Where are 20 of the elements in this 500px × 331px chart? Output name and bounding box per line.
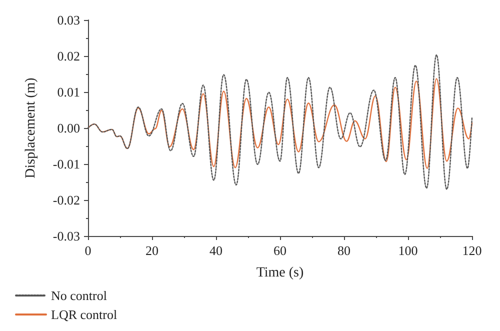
y-tick-label: 0.03 [57, 12, 80, 28]
legend-label: LQR control [51, 307, 118, 322]
x-tick-label: 60 [274, 243, 286, 258]
x-tick-label: 0 [84, 243, 92, 258]
x-tick-label: 40 [210, 243, 222, 258]
line-series [87, 78, 473, 169]
y-tick-label: -0.02 [52, 192, 80, 208]
x-tick-label: 20 [146, 243, 158, 258]
y-tick-label: 0.00 [57, 120, 80, 136]
y-tick-label: 0.02 [57, 48, 80, 64]
x-tick-label: 100 [398, 243, 418, 258]
x-axis-title: Time (s) [256, 266, 304, 280]
x-tick-label: 80 [338, 243, 350, 258]
legend-label: No control [51, 288, 108, 303]
x-tick-label: 120 [462, 243, 482, 258]
y-axis-title: Displacement (m) [24, 77, 38, 178]
y-tick-label: 0.01 [57, 84, 80, 100]
y-tick-label: -0.01 [52, 156, 80, 172]
line-series [87, 54, 473, 190]
y-tick-label: -0.03 [52, 228, 80, 244]
